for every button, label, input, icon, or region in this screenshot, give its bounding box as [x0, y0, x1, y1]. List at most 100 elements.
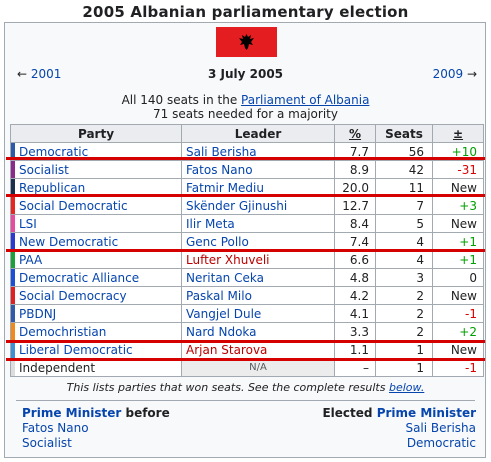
leader-header: Leader [181, 124, 335, 143]
vote-percent: 6.6 [334, 250, 376, 269]
vote-percent: 12.7 [334, 196, 376, 215]
party-name[interactable]: Social Democracy [15, 286, 182, 305]
seat-count: 2 [375, 304, 433, 323]
party-name[interactable]: Democratic [15, 142, 182, 161]
leader-name[interactable]: Vangjel Dule [181, 304, 335, 323]
seat-change: -1 [432, 358, 484, 377]
vote-percent: 7.4 [334, 232, 376, 251]
table-row: Democratic Alliance Neritan Ceka 4.8 3 0 [10, 268, 484, 287]
table-row: PAA Lufter Xhuveli 6.6 4 +1 [10, 250, 484, 269]
party-name[interactable]: Social Democratic [15, 196, 182, 215]
eagle-icon [239, 34, 254, 50]
highlight-line [6, 340, 485, 343]
results-table: Party Leader % Seats ± Democratic Sali Be… [10, 124, 484, 377]
pm-before-heading: Prime Minister before [22, 406, 170, 420]
leader-name[interactable]: Fatos Nano [181, 160, 335, 179]
seat-change: New [432, 286, 484, 305]
seat-change: 0 [432, 268, 484, 287]
seat-count: 2 [375, 322, 433, 341]
vote-percent: 1.1 [334, 340, 376, 359]
albania-flag-image[interactable] [216, 27, 277, 57]
change-header[interactable]: ± [432, 124, 484, 143]
seat-change: -31 [432, 160, 484, 179]
seat-change: +2 [432, 322, 484, 341]
election-date: 3 July 2005 [207, 67, 284, 81]
leader-name[interactable]: Genc Pollo [181, 232, 335, 251]
previous-election-nav[interactable]: ← 2001 [17, 67, 62, 81]
party-name[interactable]: PBDNJ [15, 304, 182, 323]
party-name[interactable]: Republican [15, 178, 182, 197]
seat-count: 1 [375, 340, 433, 359]
prime-minister-link[interactable]: Prime Minister [22, 406, 122, 420]
highlight-line [6, 157, 485, 160]
seat-change: New [432, 178, 484, 197]
vote-percent: 8.9 [334, 160, 376, 179]
table-row: Demochristian Nard Ndoka 3.3 2 +2 [10, 322, 484, 341]
seat-count: 42 [375, 160, 433, 179]
page-title: 2005 Albanian parliamentary election [82, 3, 409, 21]
pm-elected-name[interactable]: Sali Berisha [405, 421, 476, 435]
party-name[interactable]: Democratic Alliance [15, 268, 182, 287]
leader-name[interactable]: Ilir Meta [181, 214, 335, 233]
seat-count: 5 [375, 214, 433, 233]
parliament-link[interactable]: Parliament of Albania [241, 93, 370, 107]
leader-name[interactable]: Neritan Ceka [181, 268, 335, 287]
vote-percent: – [334, 358, 376, 377]
leader-name[interactable]: Arjan Starova [181, 340, 335, 359]
seat-count: 11 [375, 178, 433, 197]
pm-elected-heading: Elected Prime Minister [322, 406, 476, 420]
next-election-link[interactable]: 2009 [432, 67, 464, 81]
party-name[interactable]: Demochristian [15, 322, 182, 341]
results-note-text: This lists parties that won seats. See t… [66, 381, 386, 394]
percent-header[interactable]: % [334, 124, 376, 143]
leader-name[interactable]: Lufter Xhuveli [181, 250, 335, 269]
vote-percent: 20.0 [334, 178, 376, 197]
table-row: Liberal Democratic Arjan Starova 1.1 1 New [10, 340, 484, 359]
table-header-row: Party Leader % Seats ± [10, 124, 484, 143]
party-name[interactable]: LSI [15, 214, 182, 233]
seats-summary-text: All 140 seats in the [121, 93, 238, 107]
highlight-line [6, 358, 485, 361]
seat-count: 1 [375, 358, 433, 377]
seat-count: 7 [375, 196, 433, 215]
leader-name[interactable]: Nard Ndoka [181, 322, 335, 341]
vote-percent: 3.3 [334, 322, 376, 341]
seat-change: New [432, 340, 484, 359]
party-name[interactable]: Liberal Democratic [15, 340, 182, 359]
seat-count: 4 [375, 232, 433, 251]
results-below-link[interactable]: below. [388, 381, 425, 394]
pm-elected-prefix: Elected [322, 406, 377, 420]
party-name[interactable]: New Democratic [15, 232, 182, 251]
highlight-line [6, 249, 485, 252]
previous-election-link[interactable]: 2001 [30, 67, 62, 81]
seats-header: Seats [375, 124, 433, 143]
pm-elected-party-link[interactable]: Democratic [406, 436, 476, 450]
vote-percent: 4.1 [334, 304, 376, 323]
pm-elected-party[interactable]: Democratic [407, 436, 476, 450]
table-row: Democratic Sali Berisha 7.7 56 +10 [10, 142, 484, 161]
divider [16, 400, 475, 401]
party-name[interactable]: Socialist [15, 160, 182, 179]
majority-summary: 71 seats needed for a majority [153, 107, 338, 121]
leader-name[interactable]: Paskal Milo [181, 286, 335, 305]
seat-change: +1 [432, 232, 484, 251]
table-row: Socialist Fatos Nano 8.9 42 -31 [10, 160, 484, 179]
pm-before-party-link[interactable]: Socialist [22, 436, 72, 450]
table-row: Republican Fatmir Mediu 20.0 11 New [10, 178, 484, 197]
leader-name[interactable]: Skënder Gjinushi [181, 196, 335, 215]
prime-minister-link[interactable]: Prime Minister [376, 406, 476, 420]
pm-before-name[interactable]: Fatos Nano [22, 421, 89, 435]
vote-percent: 4.2 [334, 286, 376, 305]
seat-change: -1 [432, 304, 484, 323]
leader-name[interactable]: Sali Berisha [181, 142, 335, 161]
pm-before-suffix: before [121, 406, 170, 420]
pm-before-name-link[interactable]: Fatos Nano [22, 421, 89, 435]
party-name[interactable]: PAA [15, 250, 182, 269]
table-row: Social Democracy Paskal Milo 4.2 2 New [10, 286, 484, 305]
seat-change: New [432, 214, 484, 233]
pm-before-party[interactable]: Socialist [22, 436, 72, 450]
pm-elected-name-link[interactable]: Sali Berisha [405, 421, 476, 435]
next-election-nav[interactable]: 2009 → [432, 67, 477, 81]
seat-count: 4 [375, 250, 433, 269]
table-row: Independent N/A –1 -1 [10, 358, 484, 377]
